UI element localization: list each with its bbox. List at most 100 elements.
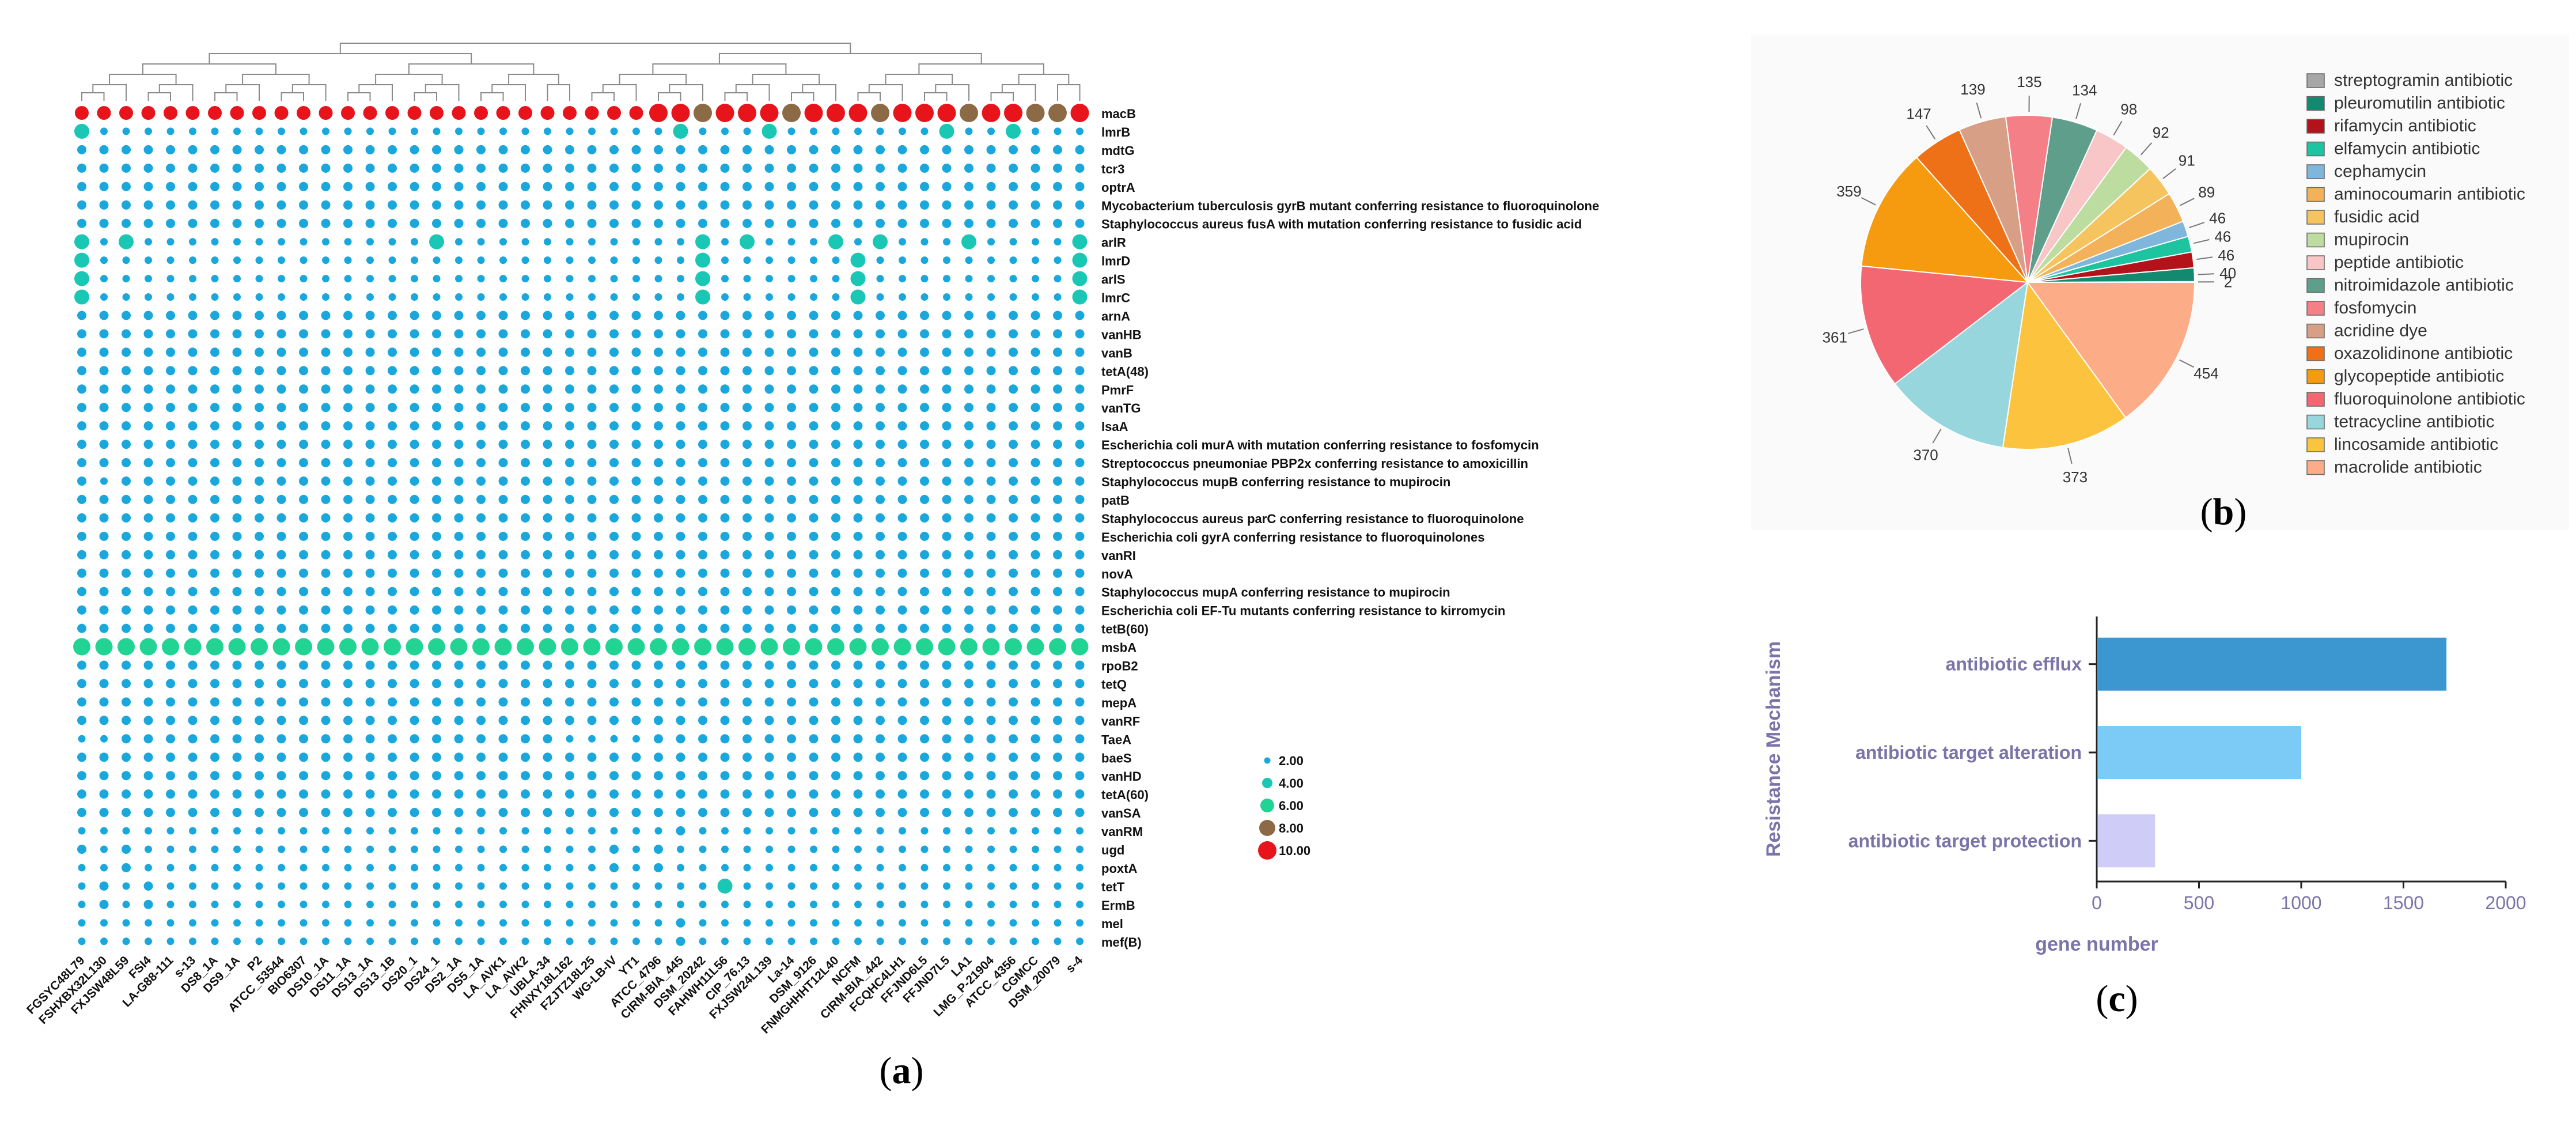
bubble-cell — [987, 238, 995, 245]
bubble-cell — [566, 901, 574, 908]
bubble-cell — [765, 716, 774, 725]
bubble-cell — [541, 106, 555, 120]
bubble-cell — [321, 606, 331, 615]
bubble-cell — [366, 164, 375, 173]
bubble-cell — [721, 606, 730, 615]
bubble-cell — [809, 201, 819, 210]
pie-value-label: 46 — [2214, 228, 2231, 245]
gene-label: novA — [1101, 567, 1133, 581]
bubble-cell — [1006, 124, 1021, 139]
bubble-cell — [366, 347, 375, 357]
bubble-cell — [343, 164, 353, 173]
bubble-cell — [809, 403, 819, 412]
bubble-cell — [588, 127, 596, 135]
bubble-cell — [410, 347, 419, 357]
bubble-cell — [921, 846, 929, 853]
bubble-cell — [632, 919, 640, 926]
bubble-cell — [987, 293, 995, 301]
bubble-cell — [210, 606, 219, 615]
bubble-cell — [1071, 638, 1089, 656]
bubble-cell — [698, 789, 707, 799]
bubble-cell — [1009, 329, 1018, 338]
bubble-cell — [321, 403, 331, 412]
bubble-cell — [543, 384, 552, 394]
bubble-cell — [716, 104, 734, 122]
bubble-cell — [809, 219, 819, 228]
bubble-cell — [255, 550, 264, 559]
bubble-cell — [1075, 495, 1085, 504]
gene-label: mdtG — [1101, 143, 1134, 158]
bubble-cell — [210, 569, 219, 578]
bubble-cell — [476, 495, 486, 504]
bubble-cell — [188, 219, 198, 228]
bubble-cell — [987, 587, 996, 596]
bubble-cell — [167, 901, 175, 908]
legend-label: streptogramin antibiotic — [2334, 71, 2513, 90]
bubble-cell — [788, 901, 795, 908]
bubble-cell — [632, 789, 641, 799]
bubble-cell — [831, 734, 840, 743]
bubble-cell — [499, 384, 508, 394]
bubble-cell — [144, 752, 153, 762]
bubble-cell — [321, 716, 331, 725]
bubble-cell — [632, 495, 641, 504]
bubble-cell — [1009, 808, 1018, 817]
bubble-cell — [144, 201, 153, 210]
bubble-cell — [322, 256, 329, 264]
legend-swatch — [2307, 142, 2324, 156]
bubble-cell — [521, 495, 530, 504]
bubble-cell — [588, 476, 597, 486]
bubble-cell — [611, 735, 618, 743]
bubble-cell — [454, 789, 464, 799]
bubble-cell — [721, 550, 730, 559]
bubble-cell — [233, 789, 242, 799]
bubble-cell — [987, 569, 996, 578]
bubble-cell — [428, 638, 445, 656]
bubble-cell — [832, 864, 840, 872]
gene-label: vanTG — [1101, 401, 1141, 415]
bubble-cell — [588, 846, 596, 853]
bubble-cell — [389, 293, 396, 301]
bubble-cell — [322, 293, 329, 301]
bubble-cell — [632, 864, 640, 872]
bubble-cell — [499, 476, 508, 486]
bubble-cell — [609, 550, 619, 559]
bubble-cell — [898, 495, 907, 504]
bubble-cell — [1031, 201, 1040, 210]
bubble-cell — [74, 234, 89, 249]
bubble-cell — [411, 238, 418, 245]
bubble-cell — [1049, 638, 1066, 656]
bubble-cell — [233, 421, 242, 430]
bubble-cell — [676, 937, 685, 946]
bubble-cell — [677, 846, 684, 853]
bubble-cell — [77, 716, 86, 725]
bubble-cell — [521, 403, 530, 412]
bubble-cell — [943, 882, 950, 890]
bubble-cell — [277, 661, 286, 670]
bubble-cell — [854, 864, 862, 872]
bubble-cell — [366, 495, 375, 504]
bubble-cell — [366, 311, 375, 320]
bubble-cell — [964, 403, 973, 412]
bubble-cell — [211, 238, 219, 245]
bubble-cell — [1053, 347, 1062, 357]
bubble-cell — [366, 458, 375, 467]
bubble-cell — [877, 293, 884, 301]
bubble-cell — [921, 937, 929, 945]
bubble-cell — [611, 256, 618, 264]
bubble-cell — [831, 513, 840, 523]
bubble-cell — [343, 734, 353, 743]
bubble-cell — [787, 311, 796, 320]
bubble-cell — [123, 882, 130, 890]
bubble-cell — [543, 569, 552, 578]
bubble-cell — [809, 182, 819, 191]
bubble-cell — [474, 106, 488, 120]
bubble-cell — [743, 771, 752, 780]
bubble-cell — [942, 145, 952, 154]
bubble-cell — [255, 513, 264, 523]
bubble-cell — [698, 697, 707, 706]
bubble-cell — [1009, 384, 1018, 394]
bubble-cell — [321, 752, 331, 762]
bubble-cell — [609, 606, 619, 615]
bubble-cell — [410, 421, 419, 430]
